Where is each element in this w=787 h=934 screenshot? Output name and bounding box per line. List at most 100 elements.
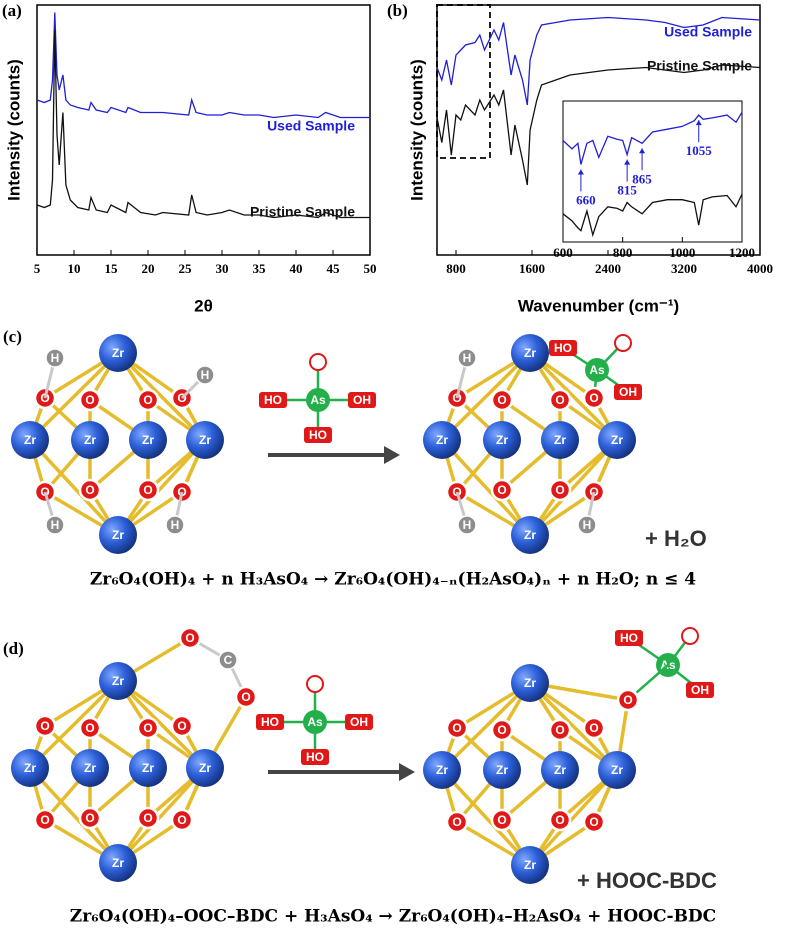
atom-label: O xyxy=(85,721,94,735)
bond xyxy=(28,766,120,865)
x-tick-label: 5 xyxy=(34,261,41,276)
o-atom xyxy=(136,806,160,830)
o-atom xyxy=(445,716,469,740)
atom-label: O xyxy=(177,391,186,405)
h-atom xyxy=(457,348,477,368)
x-tick-label: 600 xyxy=(553,245,573,260)
x-tick-label: 1600 xyxy=(519,261,545,276)
group-label: HO xyxy=(261,715,279,729)
zr-atom xyxy=(11,421,49,459)
atom-label: O xyxy=(589,815,598,829)
group-label: HO xyxy=(554,341,572,355)
atom-label: O xyxy=(685,629,694,643)
atom-label: O xyxy=(185,631,194,645)
zr-atom xyxy=(99,844,137,882)
o-atom xyxy=(33,808,57,832)
o-atom xyxy=(548,388,572,412)
atom-label: H xyxy=(51,518,60,532)
atom-label: H xyxy=(51,351,60,365)
zr-atom xyxy=(483,751,521,789)
atom-label: Zr xyxy=(611,763,623,777)
panel-label: (c) xyxy=(3,327,22,346)
atom-label: Zr xyxy=(24,433,36,447)
o-atom xyxy=(582,810,606,834)
group-box xyxy=(301,749,329,765)
atom-label: C xyxy=(224,653,233,667)
atom-label: O xyxy=(452,391,461,405)
o-atom xyxy=(306,675,324,693)
series-label: Pristine Sample xyxy=(647,58,752,74)
atom-label: O xyxy=(40,391,49,405)
zr-atom xyxy=(186,421,224,459)
x-axis-label: 2θ xyxy=(194,296,213,315)
atom-label: O xyxy=(177,813,186,827)
group-box xyxy=(348,392,376,408)
atom-label: Zr xyxy=(524,346,536,360)
bond xyxy=(28,438,120,537)
o-atom xyxy=(78,478,102,502)
o-atom xyxy=(548,478,572,502)
annotation-arrowhead xyxy=(639,148,646,154)
bond xyxy=(28,679,120,770)
o-atom xyxy=(78,716,102,740)
o-atom xyxy=(78,806,102,830)
bond xyxy=(528,681,619,772)
zr-atom xyxy=(598,421,636,459)
atom-label: O xyxy=(143,393,152,407)
o-atom xyxy=(170,808,194,832)
series-line xyxy=(436,64,761,186)
zr-atom xyxy=(186,749,224,787)
atom-label: Zr xyxy=(524,676,536,690)
o-atom xyxy=(490,718,514,742)
zr-atom xyxy=(99,334,137,372)
zr-atom xyxy=(423,751,461,789)
h-atom xyxy=(165,515,185,535)
x-tick-label: 800 xyxy=(446,261,466,276)
o-atom xyxy=(78,388,102,412)
atom-label: O xyxy=(497,813,506,827)
o-atom xyxy=(33,714,57,738)
panel-label: (b) xyxy=(387,1,408,20)
y-axis-label: Intensity (counts) xyxy=(4,59,23,201)
atom-label: O xyxy=(40,813,49,827)
atom-label: Zr xyxy=(84,761,96,775)
inset-bg xyxy=(563,101,742,242)
atom-label: Zr xyxy=(436,763,448,777)
group-label: HO xyxy=(306,750,324,764)
as-atom xyxy=(306,388,330,412)
atom-label: H xyxy=(463,518,472,532)
atom-label: H xyxy=(463,351,472,365)
y-axis-label: Intensity (counts) xyxy=(407,59,426,201)
atom-label: Zr xyxy=(611,433,623,447)
o-atom xyxy=(234,685,258,709)
series-label: Used Sample xyxy=(664,24,752,40)
x-tick-label: 800 xyxy=(613,245,633,260)
series-line xyxy=(562,193,743,238)
x-tick-label: 3200 xyxy=(671,261,697,276)
annotation-label: 1055 xyxy=(686,143,713,158)
group-box xyxy=(304,427,332,443)
atom-label: O xyxy=(143,811,152,825)
equation: Zr₆O₄(OH)₄–OOC–BDC + H₃AsO₄ → Zr₆O₄(OH)₄… xyxy=(70,907,716,927)
x-tick-label: 1000 xyxy=(669,245,695,260)
plot-frame xyxy=(36,4,371,256)
o-atom xyxy=(582,716,606,740)
o-atom xyxy=(490,388,514,412)
atom-label: Zr xyxy=(496,433,508,447)
group-box xyxy=(615,630,643,646)
atom-label: O xyxy=(310,677,319,691)
series-line xyxy=(562,111,743,165)
x-tick-label: 25 xyxy=(179,261,193,276)
zr-atom xyxy=(541,421,579,459)
atom-label: O xyxy=(623,693,632,707)
atom-label: Zr xyxy=(112,346,124,360)
bond xyxy=(440,351,532,442)
bond xyxy=(116,351,207,442)
atom-label: O xyxy=(143,721,152,735)
zr-atom xyxy=(598,751,636,789)
atom-label: Zr xyxy=(436,433,448,447)
atom-label: H xyxy=(583,518,592,532)
atom-label: O xyxy=(452,721,461,735)
annotation-arrowhead xyxy=(624,159,631,165)
group-box xyxy=(549,340,577,356)
